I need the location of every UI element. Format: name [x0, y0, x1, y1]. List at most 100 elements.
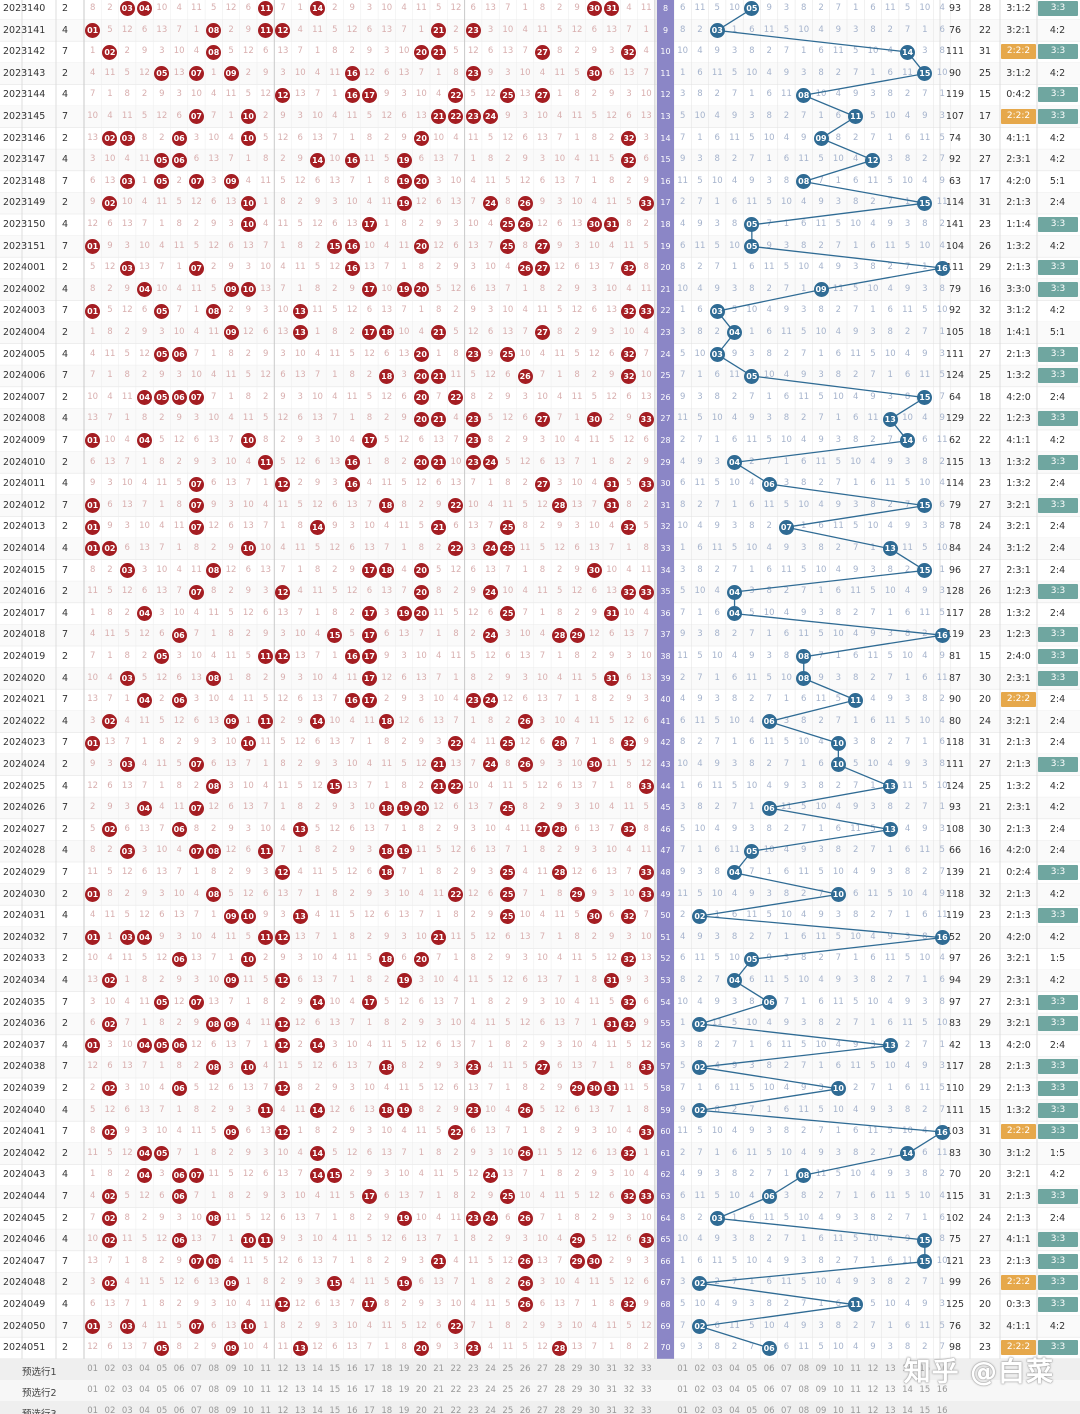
red-omission-value: 10 [361, 236, 378, 257]
red-ball: 32 [621, 130, 637, 146]
red-ball: 16 [344, 87, 360, 103]
red-omission-value: 2 [344, 41, 361, 62]
red-omission-value: 6 [101, 214, 118, 235]
red-omission-value: 7 [620, 20, 637, 41]
sum-value: 114 [940, 192, 970, 213]
red-ball: 26 [517, 217, 533, 233]
blue-ball: 07 [778, 519, 794, 535]
sum-value: 93 [940, 0, 970, 19]
red-omission-value: 10 [638, 84, 655, 105]
red-ball: 19 [396, 174, 412, 190]
blue-ball: 14 [900, 44, 916, 60]
red-omission-value: 8 [257, 149, 274, 170]
blue-omission-value: 4 [882, 279, 899, 300]
blue-omission-value: 3 [847, 257, 864, 278]
odd-even-ratio: 5:1 [1037, 171, 1078, 192]
blue-omission-value: 4 [830, 84, 847, 105]
red-omission-value: 10 [395, 41, 412, 62]
sum-value: 104 [940, 236, 970, 257]
red-omission-value: 2 [499, 149, 516, 170]
red-omission-value: 8 [551, 41, 568, 62]
blue-omission-value: 8 [795, 0, 812, 19]
red-ball: 10 [240, 217, 256, 233]
red-omission-value: 3 [188, 128, 205, 149]
blue-omission-value: 7 [899, 20, 916, 41]
red-omission-value: 5 [638, 236, 655, 257]
blue-omission-value: 7 [864, 128, 881, 149]
red-ball: 32 [621, 260, 637, 276]
red-omission-value: 10 [551, 149, 568, 170]
blue-omission-value: 1 [882, 128, 899, 149]
red-ball: 10 [240, 130, 256, 146]
row-background [0, 1186, 1080, 1208]
red-omission-value: 7 [344, 171, 361, 192]
red-omission-value: 3 [119, 236, 136, 257]
blue-omission-value: 1 [847, 0, 864, 19]
blue-ball: 06 [761, 800, 777, 816]
red-omission-value: 12 [119, 20, 136, 41]
red-omission-value: 1 [240, 149, 257, 170]
red-omission-value: 7 [638, 63, 655, 84]
zone-ratio-highlight: 2:2:2 [1001, 1124, 1036, 1140]
blue-omission-value: 2 [882, 20, 899, 41]
red-omission-value: 11 [413, 0, 430, 19]
red-omission-value: 5 [326, 20, 343, 41]
red-omission-value: 10 [499, 300, 516, 321]
red-ball: 16 [344, 66, 360, 82]
blue-omission-value: 9 [761, 0, 778, 19]
odd-even-ratio: 4:2 [1037, 128, 1078, 149]
blue-ball: 03 [709, 346, 725, 362]
blue-omission-value: 9 [847, 84, 864, 105]
red-omission-value: 6 [430, 192, 447, 213]
red-omission-value: 5 [482, 128, 499, 149]
row-background [0, 1315, 1080, 1338]
blue-omission-value: 1 [726, 20, 743, 41]
zone-ratio: 3:2:1 [1000, 20, 1037, 41]
blue-omission-value: 9 [761, 236, 778, 257]
red-omission-value: 11 [309, 300, 326, 321]
blue-ball: 13 [882, 1038, 898, 1054]
row-background [0, 538, 1080, 560]
red-omission-value: 13 [240, 236, 257, 257]
span-value: 31 [970, 41, 1000, 62]
red-ball: 21 [431, 44, 447, 60]
span-value: 28 [970, 0, 1000, 19]
red-omission-value: 6 [84, 171, 101, 192]
red-omission-value: 9 [309, 192, 326, 213]
blue-omission-value: 5 [830, 214, 847, 235]
red-omission-value: 13 [361, 257, 378, 278]
red-omission-value: 11 [482, 171, 499, 192]
red-omission-value: 3 [534, 149, 551, 170]
red-omission-value: 2 [292, 192, 309, 213]
red-omission-value: 5 [465, 84, 482, 105]
red-omission-value: 3 [517, 106, 534, 127]
blue-omission-value: 4 [899, 106, 916, 127]
span-value: 22 [970, 20, 1000, 41]
red-ball: 05 [154, 303, 170, 319]
blue-omission-value: 5 [899, 236, 916, 257]
zone-ratio: 3:1:2 [1000, 0, 1037, 19]
red-omission-value: 3 [171, 84, 188, 105]
red-omission-value: 12 [534, 214, 551, 235]
red-omission-value: 7 [171, 20, 188, 41]
red-ball: 07 [188, 109, 204, 125]
red-omission-value: 11 [292, 257, 309, 278]
red-omission-value: 6 [136, 300, 153, 321]
blue-omission-value: 10 [778, 192, 795, 213]
red-omission-value: 8 [586, 128, 603, 149]
red-omission-value: 1 [153, 214, 170, 235]
blue-ball: 15 [917, 195, 933, 211]
red-omission-value: 9 [274, 106, 291, 127]
issue-sub: 4 [62, 84, 68, 105]
red-omission-value: 1 [84, 41, 101, 62]
row-background [0, 278, 1080, 301]
red-omission-value: 9 [465, 300, 482, 321]
blue-omission-value: 5 [726, 63, 743, 84]
blue-omission-value: 3 [795, 63, 812, 84]
red-omission-value: 5 [222, 41, 239, 62]
blue-omission-value: 5 [847, 279, 864, 300]
red-ball: 08 [206, 22, 222, 38]
blue-omission-value: 3 [674, 84, 691, 105]
red-ball: 22 [448, 87, 464, 103]
blue-omission-value: 6 [864, 236, 881, 257]
